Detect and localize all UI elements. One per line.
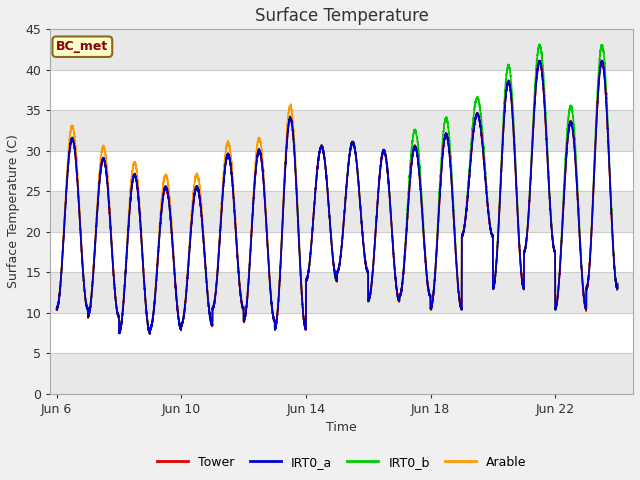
Bar (51, 29, 633, 70)
Text: BC_met: BC_met (56, 40, 108, 53)
Bar (51, 312, 633, 353)
Bar (51, 151, 633, 191)
Y-axis label: Surface Temperature (C): Surface Temperature (C) (7, 134, 20, 288)
Bar (51, 70, 633, 110)
Bar (51, 232, 633, 272)
Bar (51, 353, 633, 394)
Legend: Tower, IRT0_a, IRT0_b, Arable: Tower, IRT0_a, IRT0_b, Arable (152, 451, 531, 474)
Bar (51, 110, 633, 151)
Bar (51, 272, 633, 312)
Title: Surface Temperature: Surface Temperature (255, 7, 429, 25)
X-axis label: Time: Time (326, 421, 357, 434)
Bar (51, 191, 633, 232)
